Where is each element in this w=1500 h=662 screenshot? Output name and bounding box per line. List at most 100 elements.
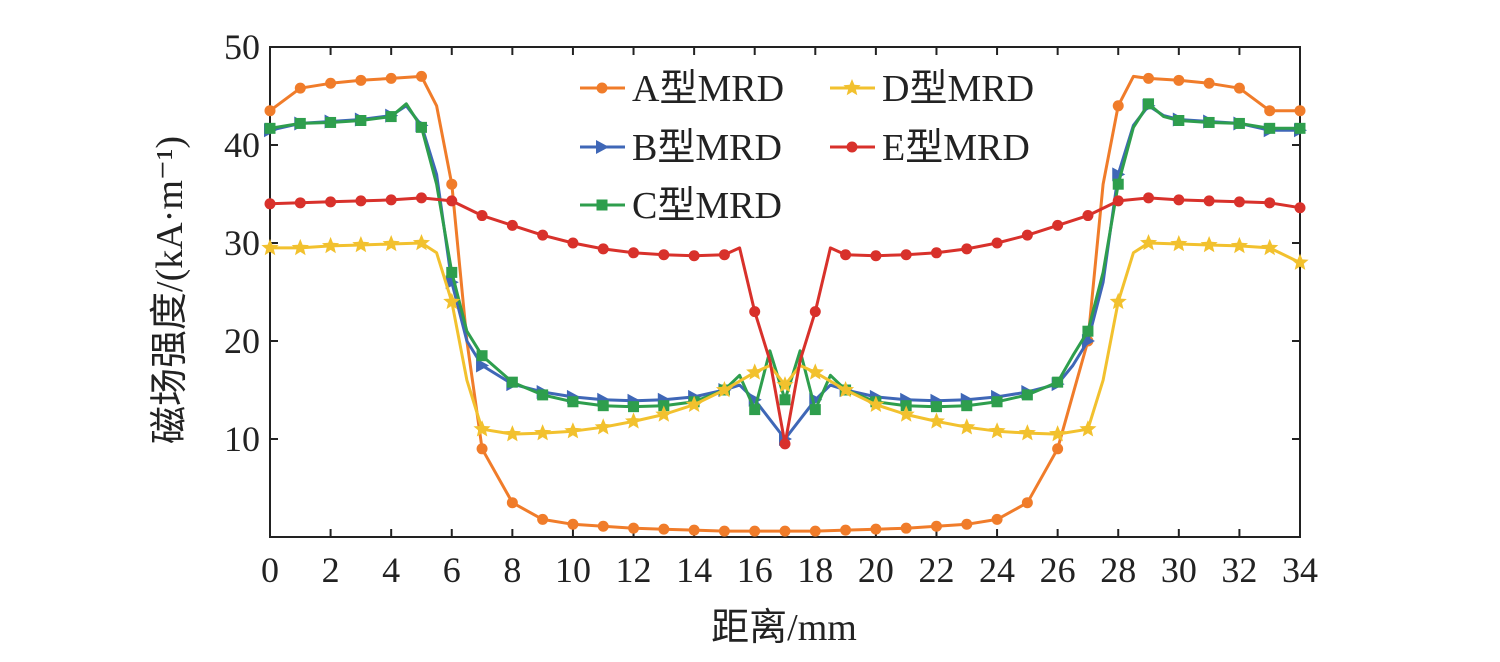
y-tick-label: 10 bbox=[224, 419, 260, 459]
legend-item: A型MRD bbox=[580, 68, 784, 110]
data-point bbox=[597, 520, 609, 532]
legend-label: E型MRD bbox=[882, 127, 1030, 169]
data-point bbox=[658, 249, 670, 261]
data-point bbox=[809, 404, 821, 416]
x-tick-label: 10 bbox=[555, 550, 591, 590]
legend-marker bbox=[846, 141, 858, 153]
data-point bbox=[1052, 376, 1064, 388]
data-point bbox=[897, 405, 915, 422]
data-point bbox=[385, 72, 397, 84]
x-tick-label: 6 bbox=[443, 550, 461, 590]
data-point bbox=[927, 412, 945, 429]
data-point bbox=[355, 74, 367, 86]
data-point bbox=[870, 250, 882, 262]
data-point bbox=[1112, 195, 1124, 207]
x-tick-label: 34 bbox=[1282, 550, 1318, 590]
legend-item: C型MRD bbox=[580, 185, 782, 227]
series-line bbox=[269, 196, 1301, 446]
data-point bbox=[385, 194, 397, 206]
data-point bbox=[415, 70, 427, 82]
data-point bbox=[597, 243, 609, 255]
x-tick-label: 4 bbox=[382, 550, 400, 590]
data-point bbox=[415, 192, 427, 204]
data-point bbox=[1200, 236, 1218, 253]
legend-marker bbox=[596, 199, 608, 211]
data-point bbox=[1049, 425, 1067, 442]
data-point bbox=[1261, 238, 1279, 256]
data-point bbox=[1291, 253, 1309, 270]
data-point bbox=[322, 236, 340, 254]
data-point bbox=[628, 522, 640, 534]
legend-label: B型MRD bbox=[632, 127, 782, 169]
data-point bbox=[628, 401, 640, 413]
data-point bbox=[809, 306, 821, 318]
data-point bbox=[415, 121, 427, 133]
data-point bbox=[1203, 195, 1215, 207]
plot-frame bbox=[269, 46, 1301, 538]
data-point bbox=[264, 122, 276, 134]
data-point bbox=[1294, 202, 1306, 214]
legend-marker bbox=[596, 140, 609, 154]
data-point bbox=[1082, 210, 1094, 222]
data-point bbox=[628, 247, 640, 259]
data-point bbox=[537, 389, 549, 401]
data-point bbox=[412, 234, 430, 251]
data-point bbox=[1173, 74, 1185, 86]
data-point bbox=[1140, 234, 1158, 251]
data-point bbox=[1233, 117, 1245, 129]
data-point bbox=[900, 522, 912, 534]
data-point bbox=[294, 197, 306, 209]
data-point bbox=[294, 117, 306, 129]
data-point bbox=[809, 525, 821, 537]
data-point bbox=[597, 400, 609, 412]
data-point bbox=[382, 235, 400, 252]
data-point bbox=[837, 381, 855, 398]
data-point bbox=[961, 243, 973, 255]
data-point bbox=[1233, 82, 1245, 94]
data-point bbox=[715, 381, 733, 398]
data-point bbox=[749, 525, 761, 537]
series-3 bbox=[264, 98, 1306, 416]
x-tick-label: 32 bbox=[1221, 550, 1257, 590]
data-point bbox=[445, 275, 459, 290]
data-point bbox=[1109, 292, 1127, 310]
data-point bbox=[1203, 116, 1215, 128]
data-point bbox=[476, 350, 488, 362]
legend-marker bbox=[596, 82, 608, 94]
data-point bbox=[567, 518, 579, 530]
data-point bbox=[1230, 236, 1248, 254]
data-point bbox=[1021, 229, 1033, 241]
data-point bbox=[625, 412, 643, 429]
data-point bbox=[1264, 105, 1276, 117]
data-point bbox=[291, 238, 309, 256]
data-point bbox=[567, 237, 579, 249]
data-point bbox=[567, 396, 579, 408]
data-point bbox=[870, 523, 882, 535]
data-point bbox=[446, 178, 458, 190]
data-point bbox=[537, 229, 549, 241]
data-point bbox=[1203, 77, 1215, 89]
data-point bbox=[961, 518, 973, 530]
data-point bbox=[1170, 235, 1188, 252]
data-point bbox=[930, 401, 942, 413]
legend-label: C型MRD bbox=[632, 185, 782, 227]
data-point bbox=[1052, 219, 1064, 231]
data-point bbox=[1143, 72, 1155, 84]
x-axis-title: 距离/mm bbox=[711, 607, 857, 649]
x-tick-label: 16 bbox=[737, 550, 773, 590]
legend-marker bbox=[843, 79, 861, 96]
data-point bbox=[718, 249, 730, 261]
x-tick-label: 24 bbox=[979, 550, 1015, 590]
data-point bbox=[473, 420, 491, 437]
data-point bbox=[655, 405, 673, 422]
data-point bbox=[1079, 420, 1097, 437]
data-point bbox=[685, 395, 703, 412]
data-point bbox=[1173, 115, 1185, 126]
data-point bbox=[476, 443, 488, 455]
series-line bbox=[269, 74, 1300, 533]
data-point bbox=[352, 236, 370, 253]
data-point bbox=[991, 237, 1003, 249]
data-point bbox=[749, 404, 761, 416]
data-point bbox=[930, 520, 942, 532]
y-tick-label: 20 bbox=[224, 321, 260, 361]
